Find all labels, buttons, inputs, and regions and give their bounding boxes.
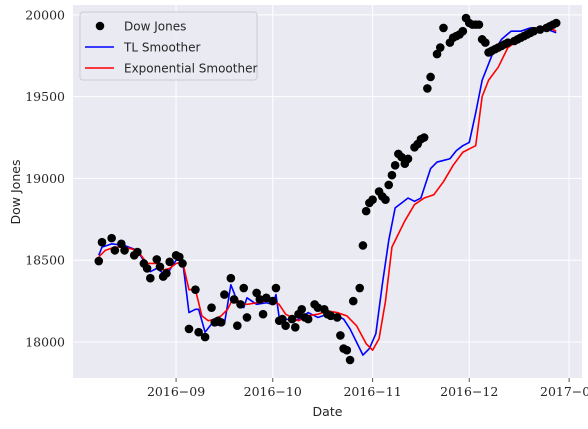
x-tick-label: 2016−12 <box>440 384 498 399</box>
dow-jones-point <box>146 274 155 283</box>
dow-jones-point <box>156 262 165 271</box>
dow-jones-point <box>178 259 187 268</box>
dow-jones-point <box>233 321 242 330</box>
dow-jones-point <box>272 284 281 293</box>
dow-jones-point <box>191 285 200 294</box>
dow-jones-point <box>349 297 358 306</box>
dow-jones-point <box>185 325 194 334</box>
dow-jones-point <box>404 154 413 163</box>
dow-jones-point <box>381 195 390 204</box>
dow-jones-point <box>388 171 397 180</box>
dow-jones-point <box>391 161 400 170</box>
dow-jones-point <box>259 310 268 319</box>
dow-jones-point <box>107 234 116 243</box>
dow-jones-point <box>552 19 561 28</box>
legend-label: Exponential Smoother <box>124 62 257 76</box>
dow-jones-point <box>291 323 300 332</box>
dow-jones-point <box>459 27 468 36</box>
dow-jones-point <box>436 43 445 52</box>
x-tick-label: 2016−09 <box>147 384 205 399</box>
x-tick-label: 2016−11 <box>343 384 401 399</box>
dow-jones-point <box>384 181 393 190</box>
y-tick-label: 18000 <box>25 335 65 350</box>
y-tick-label: 20000 <box>25 7 65 22</box>
dow-jones-point <box>281 321 290 330</box>
dow-jones-point <box>152 255 161 264</box>
dow-jones-point <box>217 318 226 327</box>
y-tick-label: 19000 <box>25 171 65 186</box>
dow-jones-point <box>236 300 245 309</box>
dow-jones-point <box>439 24 448 33</box>
dow-jones-point <box>475 20 484 29</box>
dow-jones-point <box>243 313 252 322</box>
dow-jones-point <box>207 303 216 312</box>
dow-jones-point <box>297 305 306 314</box>
dow-jones-point <box>343 346 352 355</box>
dow-jones-point <box>120 246 129 255</box>
dow-jones-point <box>227 274 236 283</box>
dow-jones-point <box>355 284 364 293</box>
dow-jones-point <box>133 248 142 257</box>
legend-label: TL Smoother <box>123 41 201 55</box>
dow-jones-point <box>336 331 345 340</box>
legend-marker-dow-jones <box>96 22 105 31</box>
dow-jones-point <box>420 133 429 142</box>
legend: Dow Jones TL Smoother Exponential Smoother <box>80 12 257 80</box>
x-tick-label: 2017−01 <box>540 384 588 399</box>
x-tick-label: 2016−10 <box>244 384 302 399</box>
dow-jones-point <box>368 195 377 204</box>
dow-jones-point <box>220 290 229 299</box>
dow-jones-point <box>201 333 210 342</box>
legend-label: Dow Jones <box>124 20 186 34</box>
y-tick-label: 19500 <box>25 89 65 104</box>
dow-jones-point <box>423 84 432 93</box>
dow-jones-point <box>94 257 103 266</box>
dow-jones-point <box>359 241 368 250</box>
dow-jones-point <box>346 356 355 365</box>
dow-jones-point <box>111 246 120 255</box>
y-tick-label: 18500 <box>25 253 65 268</box>
dow-jones-point <box>239 284 248 293</box>
dow-jones-point <box>304 315 313 324</box>
dow-jones-point <box>162 269 171 278</box>
dow-jones-point <box>98 238 107 247</box>
dow-jones-point <box>333 313 342 322</box>
dow-jones-point <box>143 264 152 273</box>
dow-jones-point <box>165 258 174 267</box>
x-axis-label: Date <box>313 404 343 419</box>
dow-jones-point <box>426 73 435 82</box>
y-axis-label: Dow Jones <box>8 160 23 225</box>
dow-jones-point <box>362 207 371 216</box>
dow-jones-point <box>268 297 277 306</box>
dow-jones-point <box>481 38 490 47</box>
